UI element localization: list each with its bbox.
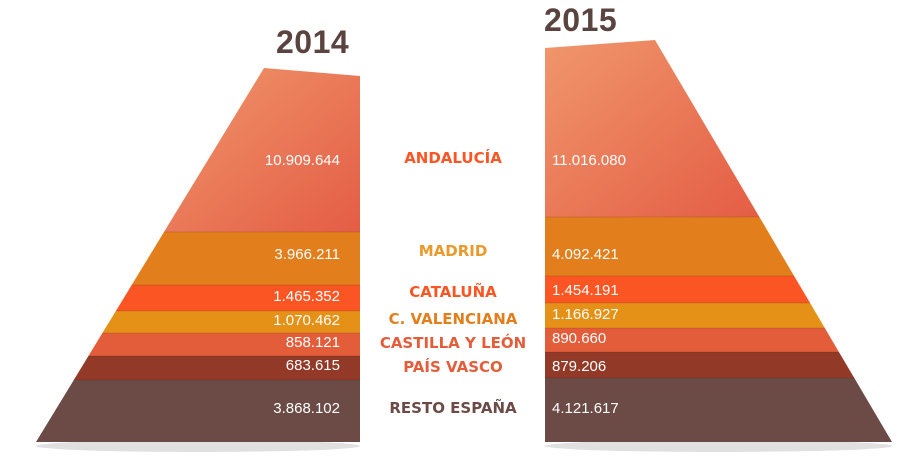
value-2014-pais-vasco: 683.615 [285,357,340,374]
value-2015-madrid: 4.092.421 [552,246,619,263]
region-label-pais-vasco: PAÍS VASCO [403,358,503,376]
pyramid-shadows [36,440,892,452]
value-2015-cataluna: 1.454.191 [552,282,619,299]
region-label-c-valenciana: C. VALENCIANA [388,310,518,328]
value-2014-madrid: 3.966.211 [274,246,340,263]
layer-andalucia-2014 [164,68,360,232]
layer-cataluna-2014 [115,285,361,311]
value-2014-resto-espana: 3.868.102 [273,400,340,417]
pyramid-2015 [545,40,892,442]
layer-madrid-2014 [131,232,360,285]
region-label-andalucia: ANDALUCÍA [404,149,502,167]
value-2015-castilla-y-leon: 890.660 [552,330,607,347]
layer-resto-espana-2015 [545,378,892,442]
layer-pais-vasco-2014 [73,356,361,380]
layer-andalucia-2015 [545,40,760,217]
region-label-castilla-y-leon: CASTILLA Y LEÓN [379,334,527,352]
pyramid-shadow [545,440,892,452]
layer-c-valenciana-2014 [102,311,361,333]
value-2015-andalucia: 11.016.080 [552,152,626,169]
region-label-resto-espana: RESTO ESPAÑA [389,399,517,417]
value-2014-cataluna: 1.465.352 [273,288,340,305]
layer-madrid-2015 [545,217,795,276]
value-2015-c-valenciana: 1.166.927 [552,306,619,323]
region-label-madrid: MADRID [418,242,488,260]
layer-cataluna-2015 [545,276,811,303]
pyramid-2014 [36,68,361,442]
value-2015-resto-espana: 4.121.617 [552,400,619,417]
layer-c-valenciana-2015 [545,303,825,328]
value-2014-c-valenciana: 1.070.462 [273,312,340,329]
year-2015-title: 2015 [544,2,618,38]
region-label-cataluna: CATALUÑA [409,283,497,301]
layer-castilla-y-leon-2015 [545,328,839,352]
value-2015-pais-vasco: 879.206 [552,358,607,375]
year-2014-title: 2014 [276,24,350,60]
value-2014-andalucia: 10.909.644 [264,152,340,169]
pyramid-shadow [36,440,360,452]
layer-pais-vasco-2015 [545,352,855,378]
layer-castilla-y-leon-2014 [88,333,361,356]
value-2014-castilla-y-leon: 858.121 [285,334,340,351]
layer-resto-espana-2014 [36,380,360,442]
